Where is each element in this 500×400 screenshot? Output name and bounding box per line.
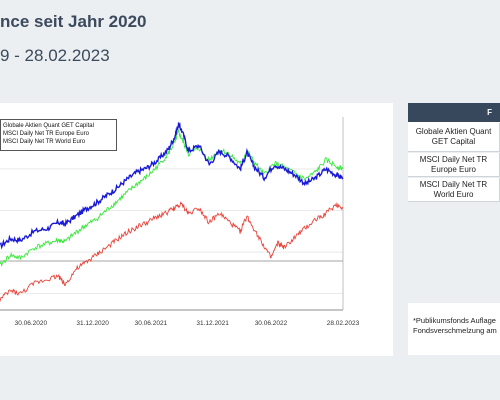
performance-chart: 30.06.2020 31.12.2020 30.06.2021 31.12.2021…: [0, 117, 360, 327]
chart-card: 30.06.2020 31.12.2020 30.06.2021 31.12.2021…: [0, 103, 393, 356]
x-tick-label: 28.02.2023: [327, 320, 360, 327]
footnote-line-2: Fondsverschmelzung am: [413, 326, 497, 335]
series-line-3: [0, 201, 344, 302]
performance-table: F Globale Aktien Quant GET Capital MSCI …: [408, 103, 500, 202]
footnote-line-1: *Publikumsfonds Auflage: [413, 316, 496, 325]
x-tick-label: 30.06.2020: [15, 320, 48, 327]
x-tick-label: 30.06.2021: [135, 320, 168, 327]
legend-item-3: MSCI Daily Net TR World Euro: [3, 139, 86, 145]
page-subtitle: 9 - 28.02.2023: [0, 46, 110, 65]
legend-item-2: MSCI Daily Net TR Europe Euro: [3, 131, 89, 137]
table-row: MSCI Daily Net TR Europe Euro: [408, 153, 500, 177]
series-line-1: [0, 122, 344, 250]
x-tick-label: 31.12.2020: [76, 320, 109, 327]
legend-item-1: Globale Aktien Quant GET Capital: [3, 123, 94, 129]
page-title: nce seit Jahr 2020: [0, 12, 147, 31]
series-line-2: [0, 129, 344, 268]
x-tick-label: 31.12.2021: [196, 320, 229, 327]
table-row: MSCI Daily Net TR World Euro: [408, 178, 500, 202]
footnote: *Publikumsfonds Auflage Fondsverschmelzu…: [408, 303, 500, 355]
table-row: Globale Aktien Quant GET Capital: [408, 123, 500, 152]
x-tick-label: 30.06.2022: [255, 320, 288, 327]
table-header: F: [408, 103, 500, 123]
chart-legend: Globale Aktien Quant GET Capital MSCI Da…: [0, 119, 117, 151]
